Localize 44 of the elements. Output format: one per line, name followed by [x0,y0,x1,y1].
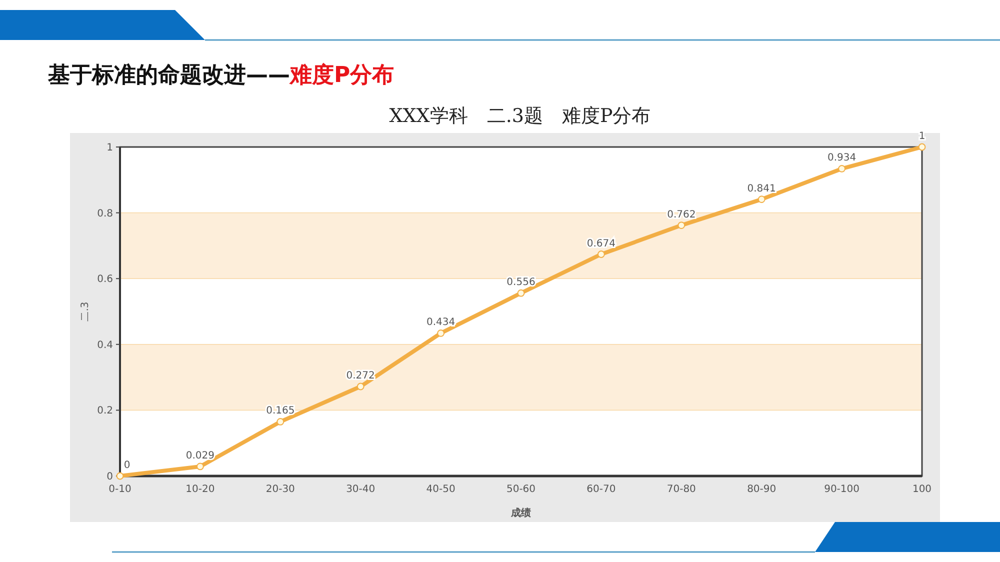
point [276,418,284,426]
x-tick-label: 70-80 [666,484,696,495]
text: 难度P分布 [289,62,394,88]
x-tick-label: 10-20 [186,484,215,495]
x-axis-title: 成绩 [510,507,531,519]
data-label: 0.674 [586,238,616,250]
data-label: 0.762 [667,209,696,220]
x-tick-label: 60-70 [586,484,616,495]
data-label: 0.934 [827,152,856,164]
data-label: 0.434 [426,317,456,328]
x-tick-label: 50-60 [506,484,536,495]
point [838,165,846,172]
x-tick-label: 40-50 [426,484,456,495]
data-label: 1 [918,131,926,142]
point [678,222,686,229]
data-label: 0.841 [747,183,776,194]
data-label: 0.029 [186,450,215,462]
point [356,382,364,390]
x-tick-label: 80-90 [747,484,776,495]
x-tick-label: 100 [912,484,932,495]
y-tick-label: 0.8 [97,208,113,220]
point [918,143,926,151]
point [116,472,124,480]
text: 基于标准的命题改进—— [47,63,290,88]
point [196,462,204,470]
y-tick-label: 0.2 [97,406,113,417]
data-label: 0.165 [266,406,295,417]
point [437,330,444,337]
point [517,289,525,297]
x-tick-label: 90-100 [824,484,860,495]
chart-title: XXX学科 二.3题 难度P分布 [389,105,651,127]
data-label: 0 [124,460,130,471]
x-tick-label: 20-30 [266,484,295,495]
x-tick-label: 30-40 [346,484,376,495]
data-label: 0.272 [346,370,375,382]
y-tick-label: 0 [106,472,113,482]
y-axis-title: 二.3 [80,302,91,322]
data-label: 0.556 [506,277,536,288]
x-tick-label: 0-10 [108,484,132,495]
point [758,196,766,204]
y-tick-label: 0.6 [97,274,113,286]
point [598,250,605,258]
y-tick-label: 0.4 [97,340,113,351]
y-tick-label: 1 [106,142,113,154]
